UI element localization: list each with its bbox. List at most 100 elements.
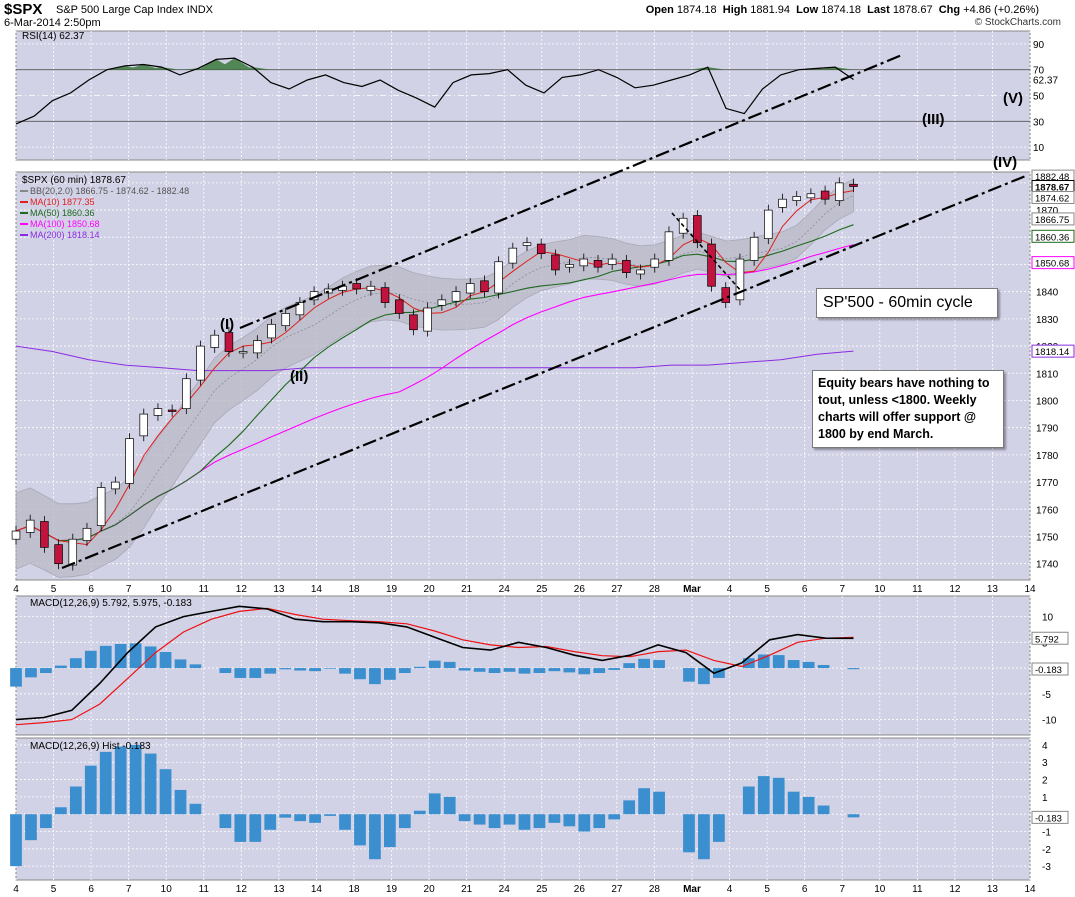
candle-body xyxy=(849,183,858,187)
macd-hist-bar xyxy=(54,665,67,669)
candle-body xyxy=(607,258,617,265)
x-tick-label-bottom: 13 xyxy=(273,884,285,895)
price-tick-label: 1830 xyxy=(1036,315,1059,326)
price-tick-label: 1750 xyxy=(1036,532,1059,543)
x-tick-label-top: 25 xyxy=(536,584,548,595)
macd-hist-bar xyxy=(264,668,277,674)
macd-hist-bar xyxy=(25,668,37,678)
candle-body xyxy=(465,283,475,294)
hist-bar xyxy=(518,814,531,830)
x-tick-label-top: 14 xyxy=(1024,584,1036,595)
macd-hist-bar xyxy=(10,668,22,687)
candle-body xyxy=(764,209,773,239)
macd-hist-bar xyxy=(369,668,381,685)
price-tick-label: 1840 xyxy=(1036,288,1059,299)
macd-hist-bar xyxy=(219,668,232,674)
x-tick-label-top: 26 xyxy=(574,584,586,595)
candle-body xyxy=(664,231,674,261)
hist-bar xyxy=(40,814,52,829)
x-tick-label-top: 27 xyxy=(611,584,623,595)
candle-body xyxy=(721,287,730,303)
macd-hist-bar xyxy=(174,659,187,669)
macd-value-tag xyxy=(1031,631,1069,645)
macd-hist-bar xyxy=(428,660,441,669)
macd-hist-bar xyxy=(279,668,292,670)
macd-hist-bar xyxy=(772,655,785,669)
x-tick-label-bottom: 5 xyxy=(764,884,770,895)
x-tick-label-bottom: 24 xyxy=(499,884,511,895)
price-value-tag-text: 1818.14 xyxy=(1035,347,1069,358)
legend-entry: MA(200) 1818.14 xyxy=(30,230,100,240)
candle-body xyxy=(352,283,361,290)
x-tick-label-bottom: 10 xyxy=(874,884,886,895)
x-tick-label-top: 20 xyxy=(424,584,436,595)
open-label: Open xyxy=(645,4,674,16)
rsi-value-tag: 62.37 xyxy=(1033,76,1058,87)
candle-body xyxy=(749,236,759,261)
hist-bar xyxy=(817,805,830,815)
x-tick-label-bottom: 25 xyxy=(536,884,548,895)
macd-hist-bar xyxy=(533,668,546,674)
hist-bar xyxy=(802,796,815,815)
hist-bar xyxy=(234,814,247,842)
macd-hist-bar xyxy=(488,668,501,674)
candle-body xyxy=(494,261,503,294)
macd-hist-bar xyxy=(638,658,650,669)
x-tick-label-bottom: 20 xyxy=(424,884,436,895)
price-tick-label: 1810 xyxy=(1036,369,1059,380)
macd-value-tag xyxy=(1031,662,1069,676)
legend-entry: BB(20,2.0) 1866.75 - 1874.62 - 1882.48 xyxy=(30,186,189,196)
candle-body xyxy=(153,408,163,416)
x-tick-label-bottom: 28 xyxy=(649,884,661,895)
hist-value-tag-text: -0.183 xyxy=(1035,813,1062,824)
x-tick-label-bottom: 13 xyxy=(987,884,999,895)
candle-body xyxy=(295,302,305,316)
macd-hist-bar xyxy=(69,658,82,669)
price-value-tag xyxy=(1031,344,1075,358)
hist-bar xyxy=(548,814,561,823)
x-tick-label-bottom: 11 xyxy=(912,884,923,895)
x-tick-label-bottom: 7 xyxy=(839,884,845,895)
ma200-line xyxy=(15,345,854,372)
x-tick-label-top: 13 xyxy=(273,584,285,595)
hist-bar xyxy=(144,753,157,815)
x-tick-label-top: 19 xyxy=(386,584,398,595)
x-tick-label-bottom: 4 xyxy=(727,884,733,895)
hist-tick-label: 2 xyxy=(1042,776,1048,787)
hist-bar xyxy=(742,786,755,815)
x-tick-label-bottom: 6 xyxy=(88,884,94,895)
hist-bar xyxy=(473,814,486,825)
candle-body xyxy=(366,285,376,291)
price-tick-label: 1770 xyxy=(1036,478,1059,489)
candle-body xyxy=(806,193,816,199)
x-tick-label-top: 24 xyxy=(499,584,511,595)
price-tick-label: 1790 xyxy=(1036,424,1059,435)
candle-body xyxy=(650,258,660,268)
macd-hist-bar xyxy=(653,660,665,669)
hist-tick-label: -1 xyxy=(1042,828,1051,839)
hist-bar xyxy=(354,814,366,846)
x-tick-label-top: 10 xyxy=(874,584,886,595)
rsi-line xyxy=(15,57,854,125)
macd-hist-bar xyxy=(787,660,800,669)
candle-body xyxy=(238,351,248,354)
price-panel-title: $SPX (60 min) 1878.67 xyxy=(22,175,126,186)
macd-hist-bar xyxy=(384,668,396,680)
hist-bar xyxy=(458,814,471,822)
candle-body xyxy=(820,190,830,200)
candle-body xyxy=(451,291,461,302)
x-tick-label-top: 7 xyxy=(126,584,132,595)
x-tick-label-bottom: Mar xyxy=(683,884,701,895)
price-value-tag-text: 1878.67 xyxy=(1035,182,1069,193)
hist-bar xyxy=(713,814,725,842)
hist-bar xyxy=(324,814,336,816)
legend-entry: MA(50) 1860.36 xyxy=(30,208,95,218)
price-value-tag xyxy=(1031,212,1075,226)
x-tick-label-bottom: 27 xyxy=(611,884,623,895)
rsi-tick-label: 90 xyxy=(1033,40,1045,51)
stockcharts-credit: © StockCharts.com xyxy=(974,17,1061,28)
last-value: 1878.67 xyxy=(892,4,933,16)
wave-label: (V) xyxy=(1003,90,1023,107)
x-tick-label-bottom: 5 xyxy=(51,884,57,895)
